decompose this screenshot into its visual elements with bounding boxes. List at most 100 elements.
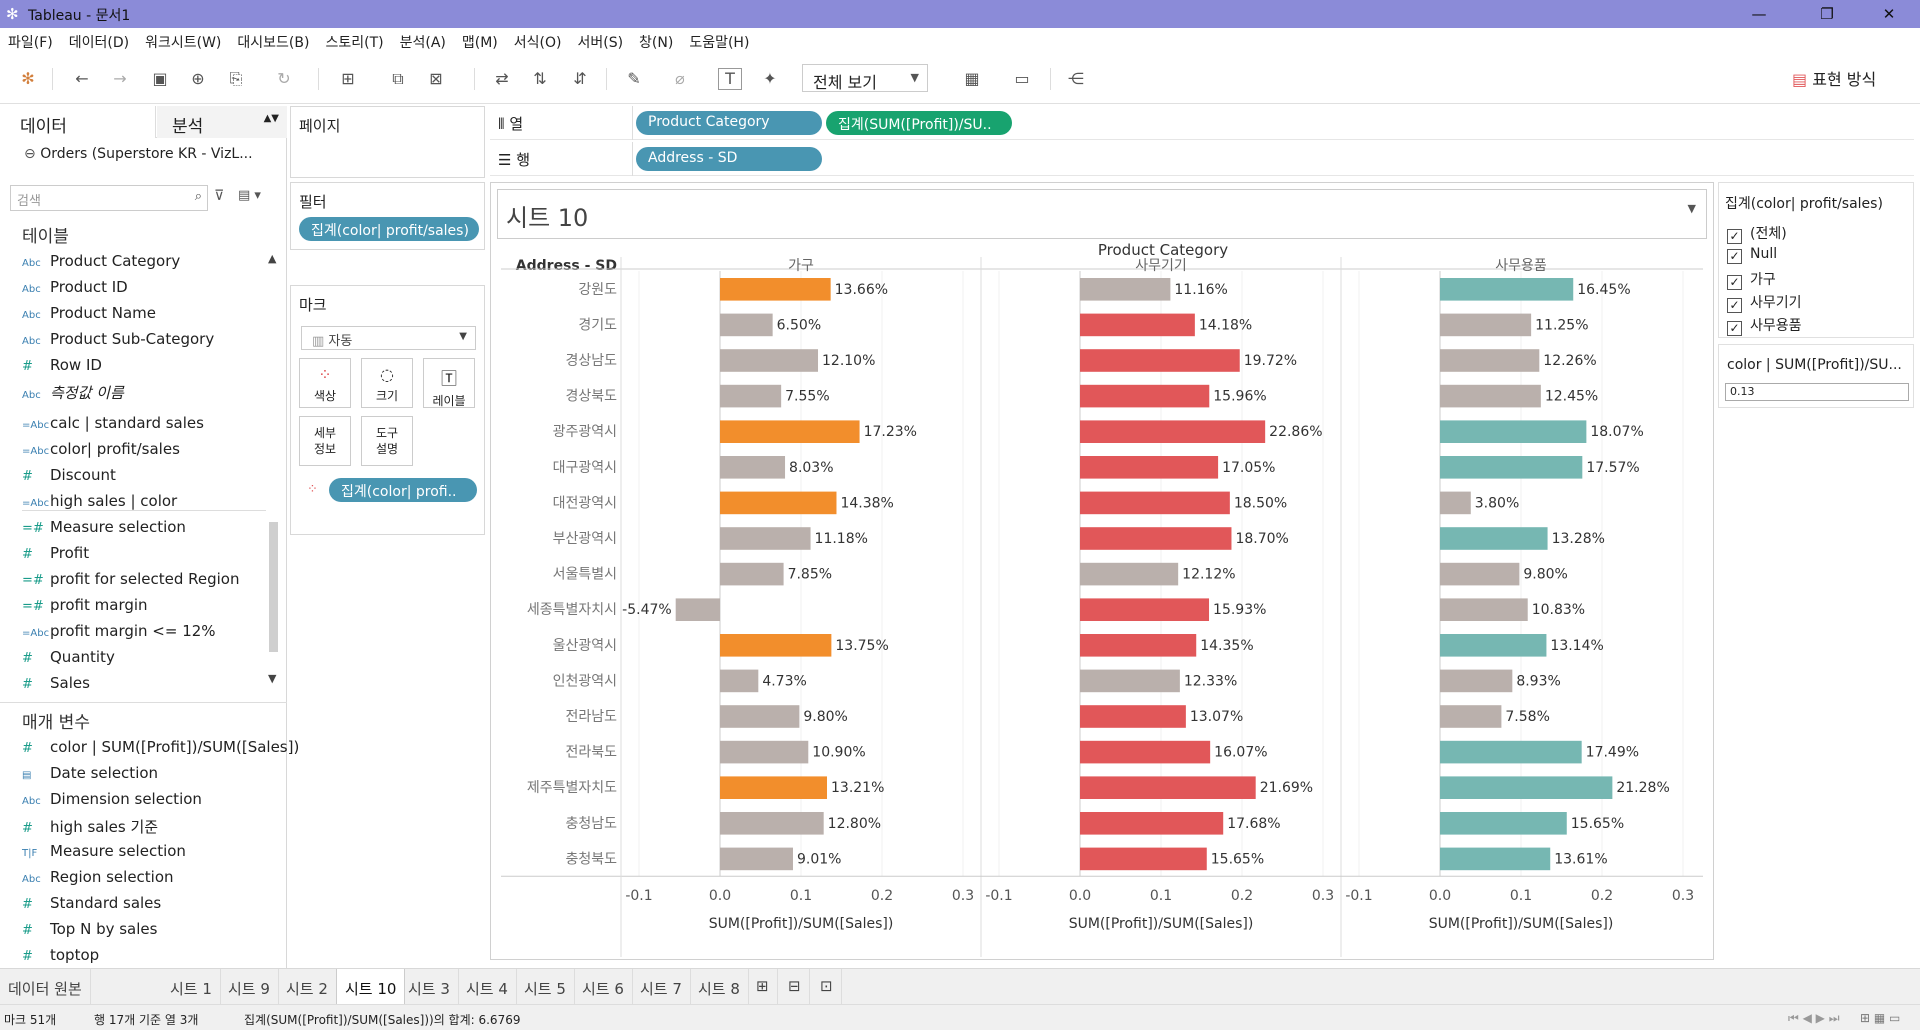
marks-color-pill[interactable]: 집계(color| profi.. [329,478,477,502]
clear-sheet-icon[interactable]: ⊠ [429,69,443,88]
show-me-button[interactable]: ▤ 표현 방식 [1792,66,1876,90]
tab-analysis[interactable]: 분석 ▲▼ [157,106,287,138]
checkbox-checked-icon[interactable]: ✓ [1727,298,1742,313]
new-story-tab-icon[interactable]: ⊡ [812,969,842,1005]
new-datasource-icon[interactable]: ⊕ [191,69,205,88]
field-item[interactable]: =# profit margin [22,596,148,622]
field-item[interactable]: =Abccalc | standard sales [22,414,204,440]
menu-dashboard[interactable]: 대시보드(B) [237,35,310,51]
scrollbar-thumb[interactable] [269,522,278,652]
menu-data[interactable]: 데이터(D) [68,35,130,51]
show-cards-icon[interactable]: ▦ [964,69,980,88]
field-item[interactable]: Abc Product Sub-Category [22,330,214,356]
legend-item-furniture[interactable]: ✓ 가구 [1727,269,1776,290]
datasource-item[interactable]: ⊖ Orders (Superstore KR - VizL... [24,146,253,162]
filter-icon[interactable]: ⊽ [214,188,225,204]
legend-item-all[interactable]: ✓ (전체) [1727,223,1787,244]
legend-item-null[interactable]: ✓ Null [1727,246,1777,264]
tab-datasource[interactable]: 데이터 원본 [0,969,91,1005]
legend-item-office-supplies[interactable]: ✓ 사무용품 [1727,315,1802,336]
chevron-down-icon[interactable]: ▼ [1687,202,1696,215]
parameter-item[interactable]: T|F Measure selection [22,842,186,868]
row-pill-address[interactable]: Address - SD [636,147,822,171]
filter-pill[interactable]: 집계(color| profit/sales) [299,217,479,241]
parameter-item[interactable]: Abc Region selection [22,868,174,894]
swap-rows-columns-icon[interactable]: ⇄ [495,69,509,88]
menu-analysis[interactable]: 분석(A) [399,35,446,51]
scroll-down-icon[interactable]: ▼ [268,672,277,685]
highlight-icon[interactable]: ✎ [627,69,641,88]
new-worksheet-icon[interactable]: ⊞ [341,69,355,88]
sheet-tab[interactable]: 시트 7 [632,969,691,1005]
field-list-scrollbar[interactable]: ▲ ▼ [266,252,281,692]
menu-file[interactable]: 파일(F) [8,35,53,51]
checkbox-checked-icon[interactable]: ✓ [1727,249,1742,264]
share-icon[interactable]: ⋲ [1068,69,1084,88]
detail-button[interactable]: 세부 정보 [299,416,351,466]
field-item[interactable]: # Sales [22,674,90,700]
sheet-tab[interactable]: 시트 8 [690,969,749,1005]
rows-shelf[interactable]: ☰ 행 Address - SD [490,142,1914,176]
filters-shelf[interactable]: 필터 집계(color| profit/sales) [290,182,485,250]
column-pill-product-category[interactable]: Product Category [636,111,822,135]
sheet-tab[interactable]: 시트 2 [278,969,337,1005]
sheet-tab[interactable]: 시트 5 [516,969,575,1005]
sort-descending-icon[interactable]: ⇵ [573,69,587,88]
close-button[interactable]: ✕ [1882,5,1896,23]
checkbox-checked-icon[interactable]: ✓ [1727,321,1742,336]
field-item[interactable]: # Discount [22,466,116,492]
field-item[interactable]: # Profit [22,544,89,570]
sheet-tab[interactable]: 시트 9 [220,969,279,1005]
menu-help[interactable]: 도움말(H) [689,35,750,51]
menu-worksheet[interactable]: 워크시트(W) [145,35,222,51]
new-dashboard-tab-icon[interactable]: ⊟ [780,969,810,1005]
sheet-tab[interactable]: 시트 6 [574,969,633,1005]
size-button[interactable]: ◌ 크기 [361,358,413,408]
sheet-title[interactable]: 시트 10 ▼ [497,189,1707,239]
menu-format[interactable]: 서식(O) [513,35,562,51]
search-input[interactable]: 검색 ⌕ [10,185,208,211]
tooltip-button[interactable]: 도구 설명 [361,416,413,466]
duplicate-sheet-icon[interactable]: ⧉ [392,69,404,88]
restore-button[interactable]: ❐ [1820,5,1834,23]
menu-window[interactable]: 창(N) [639,35,674,51]
menu-server[interactable]: 서버(S) [577,35,624,51]
sheet-tab[interactable]: 시트 3 [400,969,459,1005]
group-members-icon[interactable]: ⌀ [675,69,685,88]
sheet-tab[interactable]: 시트 4 [458,969,517,1005]
sheet-tab[interactable]: 시트 1 [162,969,221,1005]
field-item[interactable]: =# profit for selected Region [22,570,239,596]
field-item[interactable]: =# Measure selection [22,518,186,544]
tab-nav-arrows-icon[interactable]: ⏮ ◀ ▶ ⏭ [1788,1011,1840,1025]
menu-story[interactable]: 스토리(T) [325,35,384,51]
checkbox-checked-icon[interactable]: ✓ [1727,229,1742,244]
menu-map[interactable]: 맵(M) [461,35,498,51]
tab-data[interactable]: 데이터 [0,106,156,138]
fix-axes-icon[interactable]: ✦ [763,69,777,88]
field-item[interactable]: =Abccolor| profit/sales [22,440,180,466]
checkbox-checked-icon[interactable]: ✓ [1727,275,1742,290]
sheet-tab[interactable]: 시트 10 [336,969,406,1005]
new-worksheet-tab-icon[interactable]: ⊞ [748,969,778,1005]
fit-dropdown[interactable]: 전체 보기 ▼ [802,64,928,92]
pages-shelf[interactable]: 페이지 [290,106,485,178]
mark-type-dropdown[interactable]: ▥ 자동 ▼ [301,326,476,350]
redo-icon[interactable]: → [113,69,127,88]
parameter-input[interactable]: 0.13 [1725,383,1909,401]
parameter-item[interactable]: # Standard sales [22,894,161,920]
presentation-mode-icon[interactable]: ▭ [1014,69,1030,88]
parameter-item[interactable]: Abc Dimension selection [22,790,202,816]
label-button[interactable]: 🅃 레이블 [423,358,475,408]
field-item[interactable]: # Row ID [22,356,102,382]
columns-shelf[interactable]: ⦀ 열 Product Category 집계(SUM([Profit])/SU… [490,106,1914,140]
scroll-up-icon[interactable]: ▲ [268,252,277,265]
field-item[interactable]: =Abchigh sales | color [22,492,177,518]
parameter-item[interactable]: # high sales 기준 [22,816,158,842]
parameter-item[interactable]: # Top N by sales [22,920,157,946]
parameter-item[interactable]: # toptop [22,946,99,972]
field-item[interactable]: # Quantity [22,648,115,674]
field-item[interactable]: Abc 측정값 이름 [22,382,124,408]
parameter-item[interactable]: ▤ Date selection [22,764,158,790]
view-options-icon[interactable]: ▤ ▾ [238,188,261,203]
tableau-start-icon[interactable]: ✻ [21,69,35,88]
